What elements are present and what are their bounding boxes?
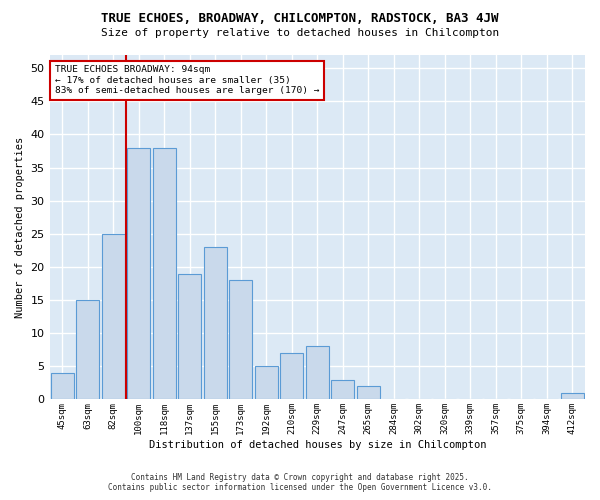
- Bar: [561, 393, 584, 400]
- Bar: [102, 234, 125, 400]
- Bar: [331, 380, 354, 400]
- Bar: [153, 148, 176, 400]
- Text: Contains HM Land Registry data © Crown copyright and database right 2025.
Contai: Contains HM Land Registry data © Crown c…: [108, 473, 492, 492]
- Bar: [204, 247, 227, 400]
- Y-axis label: Number of detached properties: Number of detached properties: [15, 136, 25, 318]
- X-axis label: Distribution of detached houses by size in Chilcompton: Distribution of detached houses by size …: [149, 440, 486, 450]
- Bar: [76, 300, 99, 400]
- Bar: [280, 353, 303, 400]
- Bar: [229, 280, 252, 400]
- Text: TRUE ECHOES BROADWAY: 94sqm
← 17% of detached houses are smaller (35)
83% of sem: TRUE ECHOES BROADWAY: 94sqm ← 17% of det…: [55, 66, 319, 95]
- Bar: [51, 373, 74, 400]
- Bar: [306, 346, 329, 400]
- Bar: [255, 366, 278, 400]
- Bar: [178, 274, 201, 400]
- Text: TRUE ECHOES, BROADWAY, CHILCOMPTON, RADSTOCK, BA3 4JW: TRUE ECHOES, BROADWAY, CHILCOMPTON, RADS…: [101, 12, 499, 26]
- Bar: [357, 386, 380, 400]
- Text: Size of property relative to detached houses in Chilcompton: Size of property relative to detached ho…: [101, 28, 499, 38]
- Bar: [127, 148, 150, 400]
